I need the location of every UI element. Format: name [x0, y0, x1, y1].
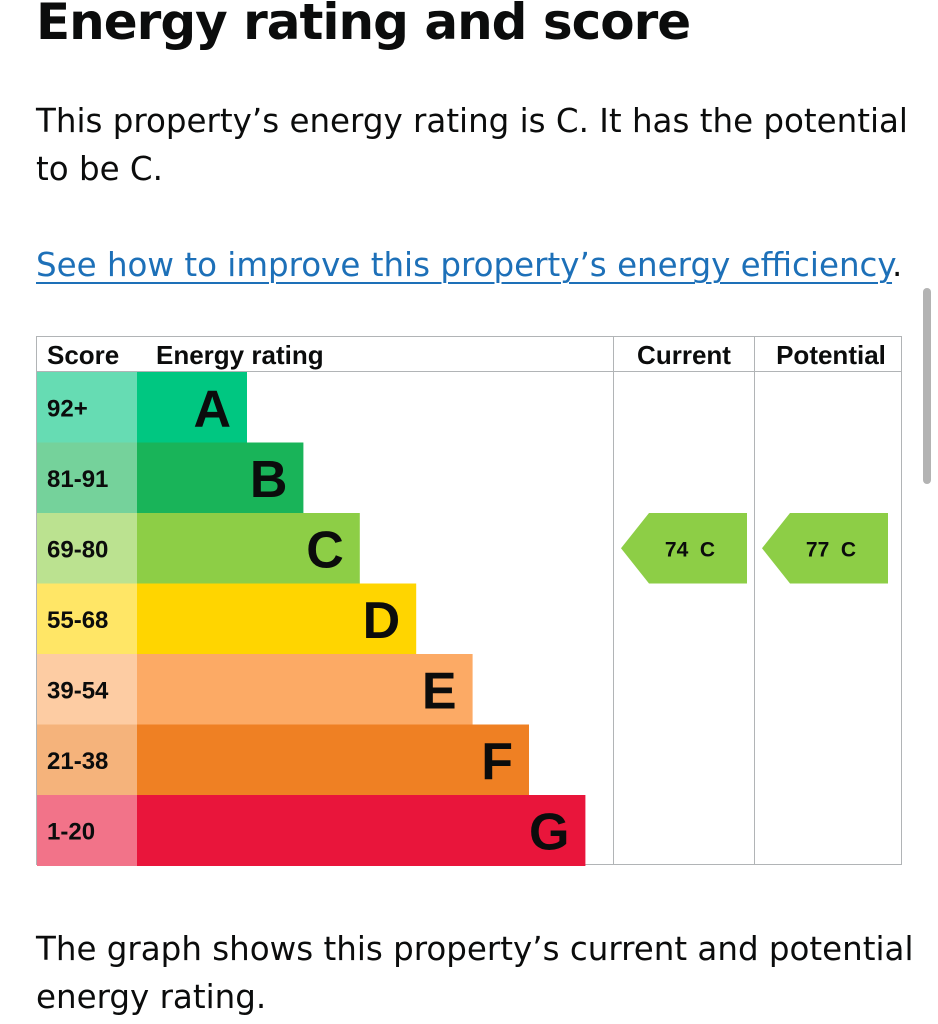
potential-score-label: 77 C — [806, 538, 856, 561]
band-row-b: 81-91 B — [37, 442, 304, 514]
band-row-a: 92+ A — [37, 372, 247, 443]
page-title: Energy rating and score — [36, 0, 691, 51]
band-letter-f: F — [481, 733, 513, 791]
band-bar-a — [137, 372, 247, 443]
energy-rating-graph: Score Energy rating Current Potential 92… — [36, 336, 902, 866]
score-range-d: 55-68 — [47, 607, 108, 634]
potential-column-header: Potential — [776, 340, 886, 370]
rating-column-header: Energy rating — [156, 340, 324, 370]
band-bar-c — [137, 513, 360, 584]
potential-arrow-shape — [762, 513, 888, 584]
score-cell-b — [37, 442, 137, 514]
link-full-stop: . — [892, 246, 903, 284]
score-cell-a — [37, 372, 137, 443]
score-range-g: 1-20 — [47, 818, 95, 845]
score-cell-e — [37, 654, 137, 725]
score-range-f: 21-38 — [47, 748, 108, 775]
band-letter-c: C — [306, 521, 344, 579]
rating-summary: This property’s energy rating is C. It h… — [36, 102, 908, 188]
band-letter-b: B — [250, 451, 288, 509]
rating-arrows: 74 C 77 C — [621, 513, 888, 584]
current-rating-arrow: 74 C — [621, 513, 747, 584]
band-letter-d: D — [363, 592, 401, 650]
current-column-header: Current — [637, 340, 731, 370]
band-letter-g: G — [529, 803, 569, 861]
band-letter-a: A — [193, 380, 231, 438]
score-cell-f — [37, 724, 137, 796]
band-row-d: 55-68 D — [37, 583, 417, 655]
band-row-c: 69-80 C — [37, 513, 360, 584]
score-cell-c — [37, 513, 137, 584]
rating-bands: 92+ A 81-91 B 69-80 C 55-68 D 39-54 E 21-38 F 1-20 G — [37, 372, 586, 866]
band-bar-f — [137, 724, 529, 796]
band-row-g: 1-20 G — [37, 795, 586, 866]
band-row-f: 21-38 F — [37, 724, 529, 796]
band-bar-e — [137, 654, 473, 725]
score-range-c: 69-80 — [47, 536, 108, 563]
band-letter-e: E — [422, 662, 457, 720]
score-cell-g — [37, 795, 137, 866]
potential-rating-arrow: 77 C — [762, 513, 888, 584]
score-column-header: Score — [47, 340, 119, 370]
band-bar-b — [137, 442, 304, 514]
scrollbar-thumb[interactable] — [923, 288, 931, 484]
improve-paragraph: See how to improve this property’s energ… — [36, 241, 902, 289]
band-bar-g — [137, 795, 586, 866]
band-bar-d — [137, 583, 417, 655]
current-score-label: 74 C — [665, 538, 715, 561]
score-range-b: 81-91 — [47, 466, 108, 493]
improve-efficiency-link[interactable]: See how to improve this property’s energ… — [36, 246, 893, 284]
score-cell-d — [37, 583, 137, 655]
graph-description: The graph shows this property’s current … — [36, 930, 914, 1016]
score-range-a: 92+ — [47, 395, 88, 422]
band-row-e: 39-54 E — [37, 654, 473, 725]
score-range-e: 39-54 — [47, 677, 109, 704]
current-arrow-shape — [621, 513, 747, 584]
